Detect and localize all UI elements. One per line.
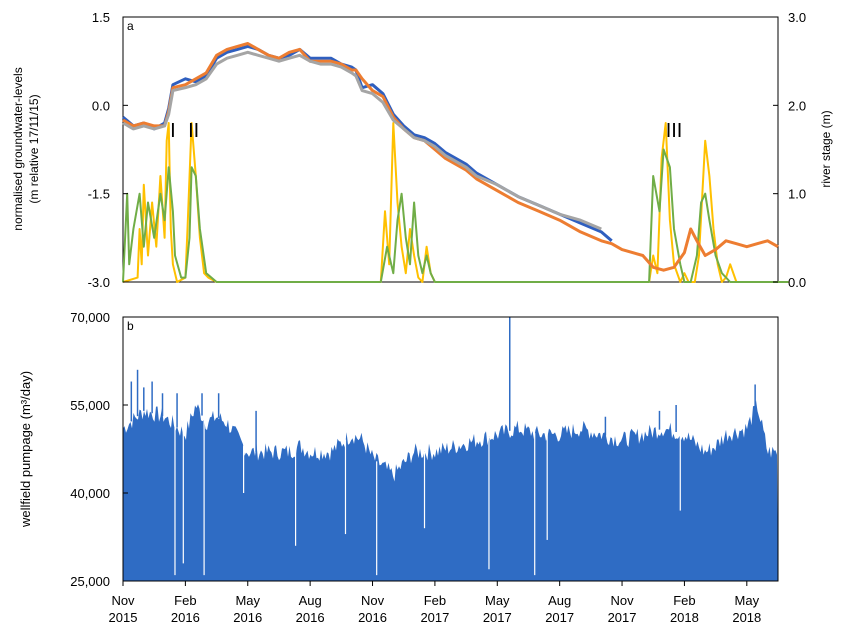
- panel-b-x-tick-year: 2017: [608, 610, 637, 624]
- panel-a-left-tick-label: 1.5: [92, 10, 110, 25]
- panel-a: a -3.0-1.50.01.5 0.01.02.03.0 I II III nor…: [11, 10, 833, 290]
- panel-a-right-ticks: 0.0 1.0 2.0 3.0: [773, 10, 806, 290]
- panel-b-y-tick-label: 40,000: [70, 486, 110, 501]
- panel-b-x-tick-year: 2017: [420, 610, 449, 624]
- panel-a-left-tick-label: -1.5: [88, 187, 110, 202]
- panel-a-ylabel-line1: normalised groundwater-levels: [11, 67, 25, 230]
- panel-b-x-tick-year: 2016: [296, 610, 325, 624]
- panel-b-x-ticks: Nov 2015 Feb 2016 May 2016 Aug 2016 Nov 2016 Feb 20…: [109, 581, 761, 624]
- panel-b-x-tick-month: Feb: [673, 593, 695, 608]
- panel-b-ylabel: wellfield pumpage (m³/day): [18, 371, 33, 528]
- panel-a-event-labels: I II III: [170, 120, 682, 142]
- series-line-2: [122, 50, 602, 231]
- panel-a-y2label: river stage (m): [819, 110, 833, 187]
- panel-a-right-tick-label: 0.0: [788, 275, 806, 290]
- panel-b-letter: b: [127, 319, 134, 333]
- panel-b-y-tick-label: 25,000: [70, 574, 110, 589]
- panel-b-x-tick-month: May: [735, 593, 760, 608]
- panel-b-x-tick-year: 2018: [732, 610, 761, 624]
- panel-a-letter: a: [127, 19, 134, 33]
- panel-b-x-tick-year: 2016: [171, 610, 200, 624]
- panel-b-x-tick-year: 2017: [483, 610, 512, 624]
- series-line-4: [122, 148, 789, 283]
- panel-b-x-tick-month: Feb: [174, 593, 196, 608]
- panel-b-x-tick-year: 2016: [233, 610, 262, 624]
- panel-b-x-tick-year: 2015: [109, 610, 138, 624]
- panel-a-right-tick-label: 1.0: [788, 187, 806, 202]
- panel-b-x-tick-month: Aug: [299, 593, 322, 608]
- panel-b-x-tick-month: Nov: [361, 593, 385, 608]
- panel-a-ylabel-line2: (m relative 17/11/15): [27, 94, 41, 203]
- panel-b-y-tick-label: 70,000: [70, 310, 110, 325]
- panel-b-x-tick-year: 2016: [358, 610, 387, 624]
- panel-b-x-tick-month: Nov: [610, 593, 634, 608]
- panel-a-lines: [122, 42, 789, 283]
- panel-b-y-ticks: 25,000 40,000 55,000 70,000: [70, 310, 128, 589]
- series-line-3: [122, 122, 789, 283]
- flood-event-label: I: [170, 120, 176, 142]
- panel-a-left-ticks: -3.0 -1.5 0.0 1.5: [88, 10, 128, 290]
- panel-b-x-tick-year: 2018: [670, 610, 699, 624]
- panel-b-x-tick-month: May: [485, 593, 510, 608]
- flood-event-label: II: [188, 120, 199, 142]
- flood-event-label: III: [666, 120, 683, 142]
- panel-b-bars: [123, 317, 778, 581]
- pumpage-area: [123, 400, 778, 581]
- panel-b-x-tick-year: 2017: [545, 610, 574, 624]
- panel-b-x-tick-month: Nov: [111, 593, 135, 608]
- panel-b-x-tick-month: Feb: [424, 593, 446, 608]
- panel-a-right-tick-label: 3.0: [788, 10, 806, 25]
- panel-b-y-tick-label: 55,000: [70, 398, 110, 413]
- panel-a-right-tick-label: 2.0: [788, 98, 806, 113]
- panel-b-x-tick-month: May: [235, 593, 260, 608]
- panel-b-frame: [122, 316, 779, 582]
- panel-b-x-tick-month: Aug: [548, 593, 571, 608]
- panel-b: b 25,000 40,000 55,000 70,000 Nov 2015 Feb 201…: [18, 310, 779, 624]
- panel-a-left-tick-label: 0.0: [92, 98, 110, 113]
- panel-a-left-tick-label: -3.0: [88, 275, 110, 290]
